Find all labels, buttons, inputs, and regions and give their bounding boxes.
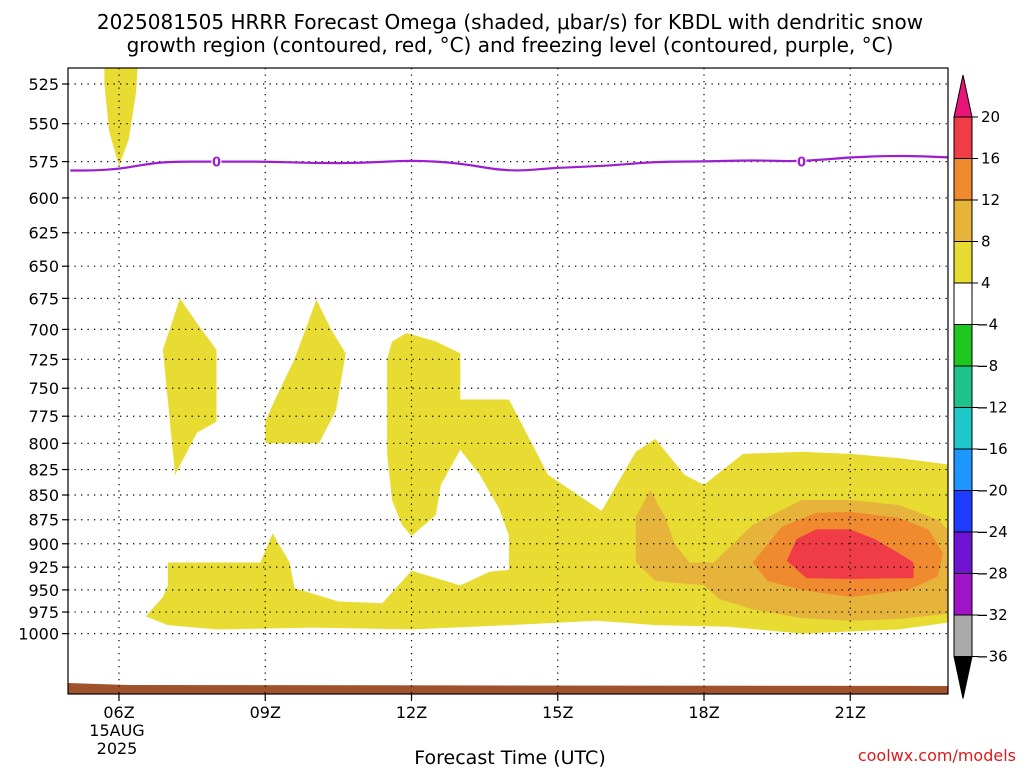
freezing-label-bg xyxy=(796,153,807,170)
freezing-level-line xyxy=(70,154,948,172)
grid-lines xyxy=(68,68,948,694)
y-tick-label-775: 775 xyxy=(28,407,59,426)
freezing-label-bg xyxy=(211,153,222,170)
y-tick-label-700: 700 xyxy=(28,320,59,339)
x-date-label-1: 2025 xyxy=(97,739,138,758)
colorbar-band-4--4 xyxy=(953,282,973,325)
colorbar-band--24--28 xyxy=(953,531,973,574)
y-tick-label-750: 750 xyxy=(28,379,59,398)
colorbar-band-12-8 xyxy=(953,199,973,242)
omega-region-4-0 xyxy=(104,68,138,166)
colorbar-band--4--8 xyxy=(953,324,973,367)
omega-region-4-1 xyxy=(162,298,217,475)
y-tick-label-675: 675 xyxy=(28,289,59,308)
x-axis-title: Forecast Time (UTC) xyxy=(414,747,605,768)
credit-text: coolwx.com/models xyxy=(858,746,1016,765)
y-tick-label-825: 825 xyxy=(28,461,59,480)
omega-region-4-2 xyxy=(265,299,346,444)
colorbar-band--20--24 xyxy=(953,490,973,533)
y-tick-label-875: 875 xyxy=(28,511,59,530)
freezing-level-label: 0 xyxy=(797,156,806,171)
x-tick-label-18Z: 18Z xyxy=(688,703,719,722)
y-tick-label-925: 925 xyxy=(28,558,59,577)
colorbar-label--16: −16 xyxy=(976,440,1008,458)
chart-title-line-1: 2025081505 HRRR Forecast Omega (shaded, … xyxy=(97,10,923,34)
colorbar-band-20-16 xyxy=(953,116,973,159)
colorbar-label-12: 12 xyxy=(981,191,1000,209)
colorbar-label-8: 8 xyxy=(981,233,991,251)
y-tick-label-1000: 1000 xyxy=(18,625,59,644)
colorbar-band--12--16 xyxy=(953,407,973,450)
ground-layer xyxy=(68,683,948,694)
y-tick-label-550: 550 xyxy=(28,115,59,134)
y-tick-label-800: 800 xyxy=(28,434,59,453)
colorbar-label--8: −8 xyxy=(976,357,998,375)
omega-shading xyxy=(104,68,948,634)
colorbar-label--20: −20 xyxy=(976,482,1008,500)
colorbar-band--16--20 xyxy=(953,448,973,491)
colorbar-label--12: −12 xyxy=(976,399,1008,417)
colorbar-label--28: −28 xyxy=(976,565,1008,583)
colorbar-bottom-arrow xyxy=(953,656,973,699)
x-tick-label-12Z: 12Z xyxy=(396,703,427,722)
x-tick-label-09Z: 09Z xyxy=(250,703,281,722)
colorbar-label--36: −36 xyxy=(976,648,1008,666)
colorbar-band--8--12 xyxy=(953,365,973,408)
y-tick-label-625: 625 xyxy=(28,224,59,243)
ground-strip xyxy=(68,683,948,694)
chart-title-line-2: growth region (contoured, red, °C) and f… xyxy=(127,33,894,57)
y-tick-label-850: 850 xyxy=(28,486,59,505)
colorbar-band-16-12 xyxy=(953,158,973,201)
colorbar: 20 16 12 8 4 −4 −8 −12 −16 −20 −24 −28 −32 −36 xyxy=(953,74,1008,699)
y-tick-label-600: 600 xyxy=(28,189,59,208)
x-tick-label-15Z: 15Z xyxy=(542,703,573,722)
y-tick-label-950: 950 xyxy=(28,581,59,600)
colorbar-band-8-4 xyxy=(953,241,973,284)
colorbar-top-arrow xyxy=(953,74,973,118)
colorbar-label--32: −32 xyxy=(976,606,1008,624)
freezing-level-label: 0 xyxy=(212,156,221,171)
colorbar-band--28--32 xyxy=(953,573,973,616)
x-date-label-0: 15AUG xyxy=(89,721,144,740)
colorbar-label-20: 20 xyxy=(981,108,1000,126)
colorbar-label--4: −4 xyxy=(976,316,998,334)
colorbar-band--32--36 xyxy=(953,614,973,657)
plot-frame xyxy=(67,67,949,695)
colorbar-label-16: 16 xyxy=(981,150,1000,168)
y-axis-pressure: 525 550 575 600 625 650 675 700 725 750 775 800 825 8… xyxy=(18,75,68,644)
y-tick-label-525: 525 xyxy=(28,75,59,94)
x-tick-label-06Z: 06Z xyxy=(103,703,134,722)
y-tick-label-900: 900 xyxy=(28,535,59,554)
colorbar-label-4: 4 xyxy=(981,274,991,292)
x-tick-label-21Z: 21Z xyxy=(835,703,866,722)
y-tick-label-575: 575 xyxy=(28,153,59,172)
colorbar-label--24: −24 xyxy=(976,523,1008,541)
y-tick-label-975: 975 xyxy=(28,603,59,622)
y-tick-label-725: 725 xyxy=(28,350,59,369)
y-tick-label-650: 650 xyxy=(28,257,59,276)
omega-region-16-6 xyxy=(786,529,914,579)
